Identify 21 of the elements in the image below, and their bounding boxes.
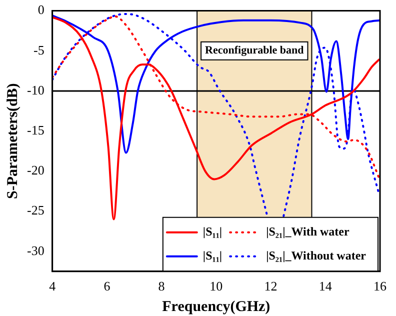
- legend-label: |S₂₁|_Without water: [266, 248, 367, 262]
- x-tick-label: 12: [264, 278, 278, 294]
- x-tick-label: 14: [318, 278, 332, 294]
- y-tick-label: -20: [26, 162, 44, 178]
- x-tick-label: 8: [158, 278, 165, 294]
- legend-label: |S₁₁|: [202, 224, 222, 238]
- y-tick-label: -15: [26, 122, 44, 138]
- x-tick-label: 16: [374, 278, 387, 294]
- band-label: Reconfigurable band: [205, 44, 304, 57]
- y-axis-title: S-Parameters(dB): [4, 83, 21, 199]
- y-tick-label: -10: [26, 82, 44, 98]
- x-tick-label: 4: [49, 278, 56, 294]
- y-tick-label: 0: [38, 2, 44, 18]
- x-tick-label: 10: [210, 278, 223, 294]
- legend-label: |S₂₁|_With water: [266, 224, 350, 238]
- legend-label: |S₁₁|: [202, 248, 222, 262]
- y-tick-label: -5: [33, 42, 44, 58]
- x-axis-title: Frequency(GHz): [162, 298, 270, 315]
- y-tick-label: -30: [26, 242, 44, 258]
- x-tick-label: 6: [104, 278, 111, 294]
- y-tick-label: -25: [26, 202, 44, 218]
